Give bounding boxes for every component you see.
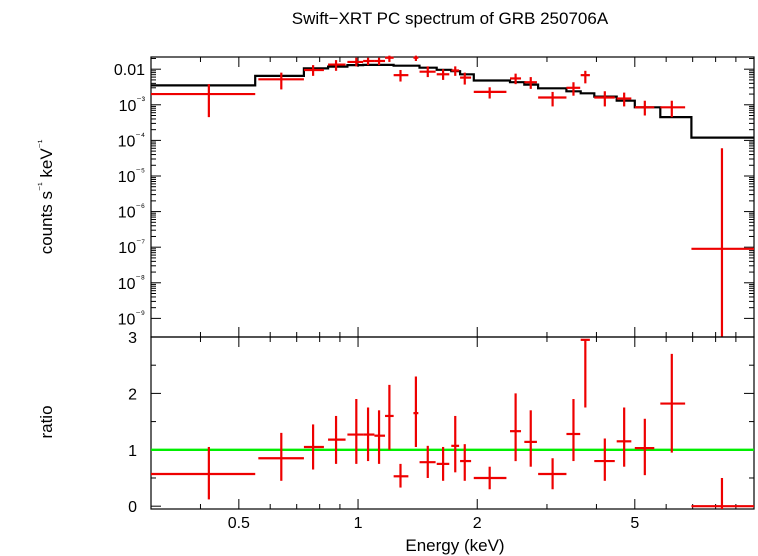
spectrum-data-point [634, 100, 655, 116]
spectrum-data-point [258, 72, 304, 90]
spectrum-data-point [691, 148, 754, 337]
spectrum-panel: 0.01 10⁻³ 10⁻⁴ 10⁻⁵ 10⁻⁶ 10⁻⁷ 10⁻⁸ 10⁻⁹ [114, 55, 755, 338]
ratio-data-point [660, 353, 686, 453]
ratio-y-tick-label: 1 [128, 443, 137, 460]
ratio-data-point [634, 418, 655, 476]
spectrum-data-point [538, 91, 567, 107]
spectrum-data-point [451, 66, 460, 76]
spectrum-data-point [594, 91, 615, 107]
spectrum-data-point [393, 69, 409, 82]
ratio-y-tick-label: 0 [128, 499, 137, 516]
ratio-data-point [374, 410, 386, 464]
spectrum-data-point [510, 73, 522, 85]
spectrum-y-tick-label: 10⁻⁹ [118, 309, 145, 328]
ratio-data-point [460, 444, 472, 481]
ratio-x-tick-label: 1 [354, 515, 363, 532]
spectrum-data-point [151, 84, 256, 118]
spectrum-data-point [374, 57, 386, 66]
spectrum-data-point [660, 100, 686, 118]
ratio-data-point [363, 407, 375, 462]
ratio-data-point [616, 407, 632, 467]
spectrum-y-tick-label: 10⁻⁵ [118, 167, 145, 186]
spectrum-data-point [363, 57, 375, 66]
ratio-data-point [419, 445, 436, 478]
ratio-data-point [538, 458, 567, 490]
ratio-data-point [473, 466, 507, 490]
ratio-data-point [594, 438, 615, 481]
ratio-data-point [436, 446, 450, 481]
spectrum-data-point [616, 92, 632, 107]
ratio-x-tick-label: 2 [473, 515, 482, 532]
ratio-data-point [258, 432, 304, 481]
model-step-line [151, 63, 754, 139]
ratio-data-point [413, 376, 419, 447]
spectrum-y-tick-label: 10⁻⁴ [118, 131, 145, 150]
ratio-frame [150, 336, 755, 510]
spectrum-y-tick-label: 10⁻³ [119, 96, 146, 115]
energy-x-axis-label: Energy (keV) [405, 536, 504, 555]
ratio-data-point [691, 477, 754, 509]
spectrum-data-point [413, 55, 419, 61]
chart-title: Swift−XRT PC spectrum of GRB 250706A [292, 9, 609, 28]
ratio-y-tick-label: 2 [128, 386, 137, 403]
ratio-data-point [566, 399, 581, 462]
ratio-data-point [151, 446, 256, 500]
spectrum-y-tick-label: 0.01 [114, 62, 145, 79]
spectrum-data-point [580, 70, 590, 84]
spectrum-y-tick-label: 10⁻⁶ [118, 203, 145, 222]
ratio-data-point [328, 415, 346, 464]
spectrum-data-point [303, 65, 324, 76]
spectrum-data-point [460, 72, 472, 85]
spectrum-data-point [566, 82, 581, 96]
ratio-x-tick-label: 5 [630, 515, 639, 532]
spectrum-y-tick-label: 10⁻⁸ [118, 274, 145, 293]
ratio-data-point [303, 424, 324, 470]
spectrum-y-tick-label: 10⁻⁷ [118, 238, 145, 257]
ratio-data-point [451, 415, 460, 473]
ratio-panel: 0.5 1 2 5 0 1 2 3 [128, 330, 755, 532]
ratio-data-point [524, 410, 537, 467]
spectrum-data-point [524, 77, 537, 89]
spectrum-data-point [328, 60, 346, 71]
ratio-y-axis-label: ratio [37, 405, 56, 438]
ratio-y-tick-label: 3 [128, 330, 137, 347]
spectrum-data-point [347, 57, 364, 67]
ratio-data-point [580, 338, 590, 408]
ratio-data-point [393, 463, 409, 488]
ratio-data-point [510, 393, 522, 462]
spectrum-data-point [385, 55, 394, 62]
spectrum-data-point [419, 66, 436, 78]
ratio-x-tick-label: 0.5 [228, 515, 250, 532]
spectrum-frame [150, 56, 755, 338]
spectrum-y-axis-label: counts s⁻¹ keV⁻¹ [37, 139, 56, 254]
ratio-data-point [385, 384, 394, 450]
spectrum-data-point [436, 69, 450, 80]
ratio-data-point [347, 399, 364, 464]
spectrum-data-point [473, 87, 507, 99]
